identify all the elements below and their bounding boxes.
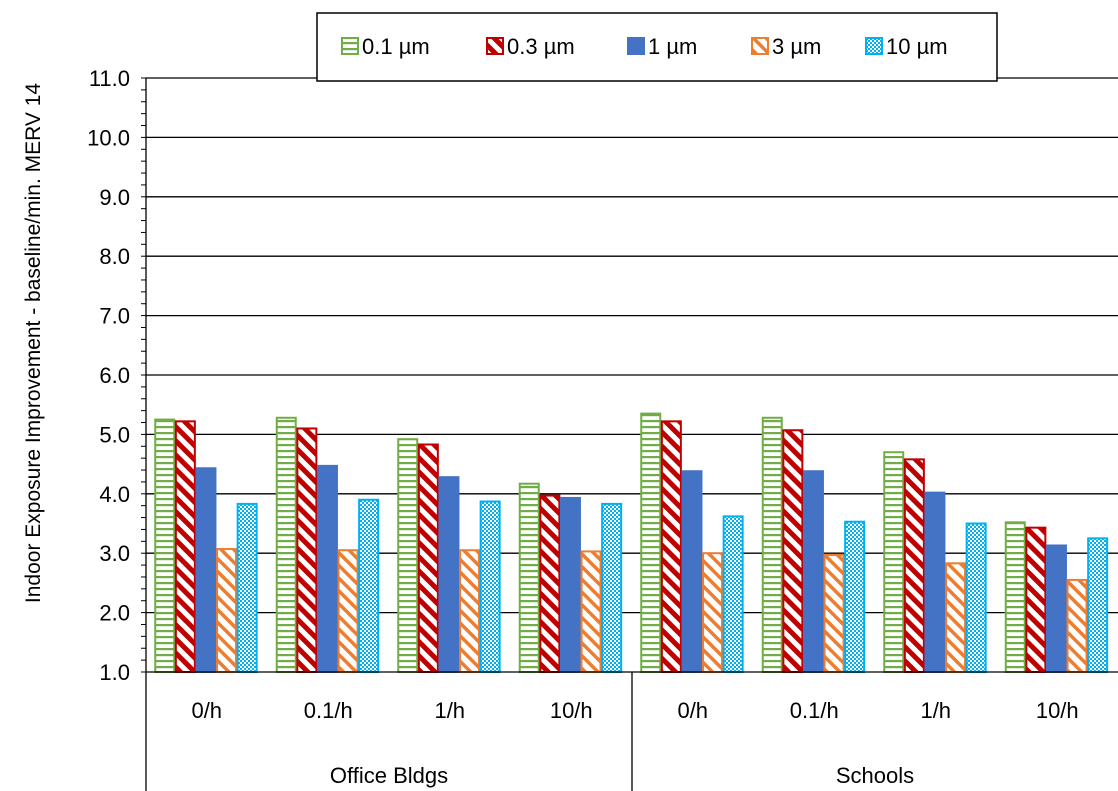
bar <box>945 562 967 673</box>
x-category-label: 0/h <box>191 698 222 723</box>
axes <box>141 77 1118 791</box>
bar <box>417 443 439 673</box>
legend-label: 1 µm <box>648 34 697 59</box>
bar <box>216 548 238 673</box>
bar <box>296 427 318 673</box>
bar <box>681 470 703 673</box>
bars <box>154 412 1109 674</box>
bar <box>154 418 176 673</box>
y-tick-label: 11.0 <box>89 66 130 91</box>
legend-label: 0.1 µm <box>362 34 430 59</box>
y-tick-label: 9.0 <box>99 185 130 210</box>
bar <box>275 416 297 673</box>
y-tick-label: 8.0 <box>99 244 130 269</box>
bar <box>1004 521 1026 674</box>
bar <box>1045 544 1067 674</box>
x-group-label: Office Bldgs <box>330 763 448 788</box>
bar <box>601 502 623 674</box>
x-category-label: 10/h <box>550 698 593 723</box>
y-axis-label: Indoor Exposure Improvement - baseline/m… <box>22 83 45 604</box>
x-group-label: Schools <box>836 763 914 788</box>
x-category-label: 1/h <box>434 698 465 723</box>
x-category-label: 0/h <box>677 698 708 723</box>
legend-swatch <box>865 37 883 55</box>
x-category-label: 10/h <box>1036 698 1079 723</box>
bar <box>823 553 845 673</box>
x-category-label: 0.1/h <box>304 698 353 723</box>
y-tick-label: 1.0 <box>99 660 130 685</box>
bar <box>1087 537 1109 673</box>
bar <box>195 467 217 673</box>
x-category-label: 1/h <box>920 698 951 723</box>
bar <box>337 549 359 673</box>
bar <box>518 482 540 673</box>
bar <box>965 522 987 673</box>
bar <box>1066 578 1088 673</box>
bar <box>479 500 501 673</box>
bar <box>660 420 682 673</box>
bar <box>358 498 380 673</box>
bar <box>782 429 804 673</box>
bar <box>844 520 866 674</box>
bar <box>559 496 581 674</box>
y-tick-label: 2.0 <box>99 601 130 626</box>
legend-label: 0.3 µm <box>507 34 575 59</box>
bar <box>903 458 925 673</box>
y-tick-label: 5.0 <box>99 422 130 447</box>
legend-label: 3 µm <box>772 34 821 59</box>
y-tick-label: 10.0 <box>87 125 130 150</box>
legend-swatch <box>341 37 359 55</box>
x-category-labels: 0/h 0.1/h 1/h 10/h 0/h 0.1/h 1/h 10/h Office Bld… <box>191 698 1078 788</box>
x-category-label: 0.1/h <box>790 698 839 723</box>
bar <box>580 550 602 674</box>
bar <box>316 464 338 673</box>
legend: 0.1 µm 0.3 µm 1 µm 3 µm 10 µm <box>316 12 998 82</box>
y-tick-label: 6.0 <box>99 363 130 388</box>
bar <box>640 412 662 673</box>
bar <box>802 470 824 673</box>
legend-swatch <box>486 37 504 55</box>
bar <box>438 476 460 673</box>
bar <box>761 416 783 673</box>
y-tick-labels: 1.0 2.0 3.0 4.0 5.0 6.0 7.0 8.0 9.0 10.0 11.0 <box>87 66 130 685</box>
legend-box <box>316 12 998 82</box>
legend-swatch <box>751 37 769 55</box>
bar <box>722 515 744 674</box>
bar <box>883 451 905 673</box>
bar <box>1025 526 1047 674</box>
bar <box>459 549 481 673</box>
bar <box>539 494 561 673</box>
bar <box>397 438 419 674</box>
bar <box>924 491 946 673</box>
y-tick-label: 7.0 <box>99 304 130 329</box>
y-tick-label: 3.0 <box>99 541 130 566</box>
bar <box>702 552 724 674</box>
bar <box>174 420 196 673</box>
bar <box>236 502 258 674</box>
legend-label: 10 µm <box>886 34 948 59</box>
y-tick-label: 4.0 <box>99 482 130 507</box>
legend-swatch <box>627 37 645 55</box>
